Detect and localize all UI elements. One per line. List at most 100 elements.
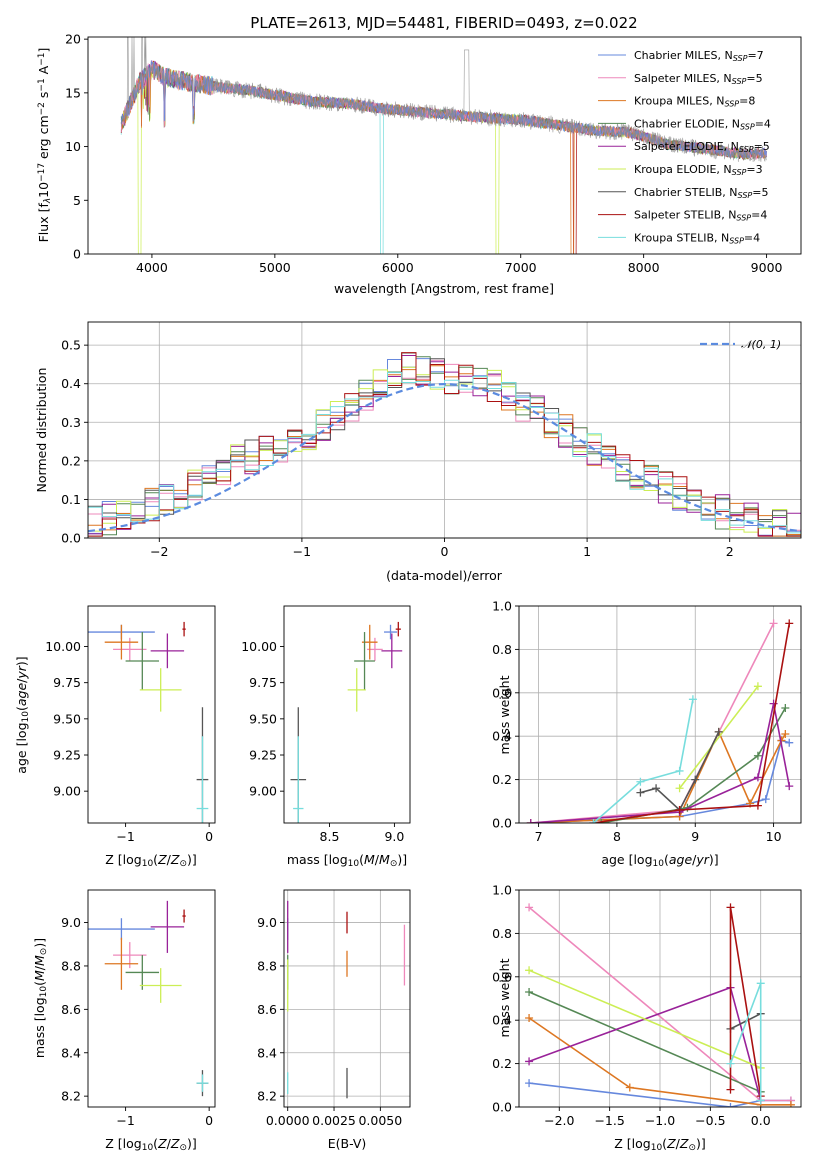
x-tick-label: 0: [205, 829, 213, 844]
legend-n: =4: [751, 209, 767, 222]
x-tick-label: 0.0000: [266, 1113, 310, 1128]
series-marker: [726, 1085, 735, 1094]
label-part: )]: [14, 656, 29, 666]
y-tick-label: 9.50: [249, 711, 277, 726]
x-tick-label: 7: [535, 829, 543, 844]
legend-name: Chabrier ELODIE, N: [634, 117, 740, 130]
label-part: Z: [157, 852, 167, 867]
axes-frame: [87, 36, 802, 255]
label-part: λ: [43, 198, 53, 204]
x-tick-label: 7000: [505, 260, 537, 275]
series-marker: [525, 903, 534, 912]
y-tick-label: 8.8: [257, 958, 277, 973]
y-tick-label: 1.0: [492, 599, 512, 614]
x-tick-label: 1: [583, 544, 591, 559]
label-part: A: [36, 65, 51, 78]
point: [88, 918, 155, 940]
label-part: age [log: [601, 852, 652, 867]
series-marker: [675, 805, 684, 814]
legend-name: Salpeter ELODIE, N: [634, 140, 739, 153]
legend-name: Kroupa ELODIE, N: [634, 163, 732, 176]
y-tick-label: 9.0: [257, 915, 277, 930]
legend-name: Kroupa MILES, N: [634, 95, 724, 108]
label-part: −17: [37, 163, 47, 182]
plot-area: [287, 900, 406, 1099]
point: [182, 909, 186, 923]
series-marker: [597, 819, 606, 823]
label-part: (: [14, 706, 29, 711]
point: [150, 900, 185, 953]
label-part: )]: [187, 1136, 197, 1151]
y-tick-label: 8.8: [61, 958, 81, 973]
x-tick-label: 0.0050: [358, 1113, 402, 1128]
label-part: mass [log: [32, 997, 47, 1058]
y-tick-label: 8.4: [61, 1045, 81, 1060]
y-tick-label: 15: [65, 85, 81, 100]
legend-sub: SSP: [724, 100, 739, 109]
y-axis-label: mass weight: [497, 675, 512, 754]
label-part: ⊙: [179, 1143, 187, 1153]
point: [104, 937, 139, 990]
label-part: 10: [21, 711, 31, 723]
label-part: (: [153, 1136, 158, 1151]
series-marker: [781, 730, 790, 739]
legend-n: =5: [746, 72, 762, 85]
legend-sub: SSP: [740, 122, 755, 131]
axes-frame: [87, 321, 802, 539]
label-part: Z: [170, 1136, 180, 1151]
legend-sub: SSP: [738, 191, 753, 200]
x-tick-label: −2: [150, 544, 168, 559]
plot-area: [88, 900, 209, 1097]
x-axis-label: mass [log10(M/M⊙)]: [287, 852, 407, 869]
legend-name: Chabrier STELIB, N: [634, 186, 738, 199]
label-part: ⊙: [688, 1143, 696, 1153]
point: [125, 632, 160, 690]
label-part: /: [167, 852, 172, 867]
legend-label: Salpeter STELIB, NSSP=4: [634, 209, 767, 223]
label-part: )]: [32, 938, 47, 948]
x-tick-label: 0: [205, 1113, 213, 1128]
point: [347, 668, 366, 712]
series-marker: [785, 738, 794, 747]
label-part: 10: [142, 859, 154, 869]
legend-label: Chabrier ELODIE, NSSP=4: [634, 117, 771, 131]
legend-name: Salpeter STELIB, N: [634, 209, 736, 222]
label-part: yr: [695, 852, 709, 867]
legend-label: Kroupa STELIB, NSSP=4: [634, 231, 760, 245]
x-axis-label: Z [log10(Z/Z⊙)]: [105, 1136, 197, 1153]
axes-frame: [283, 889, 411, 1108]
series-marker: [786, 1100, 795, 1107]
point: [196, 736, 209, 823]
series-marker: [761, 795, 770, 804]
y-tick-label: 9.00: [249, 784, 277, 799]
series-marker: [726, 903, 735, 912]
y-tick-label: 0.8: [492, 926, 512, 941]
x-tick-label: −2.0: [544, 1113, 574, 1128]
label-part: M: [32, 970, 47, 981]
y-tick-label: 10.00: [241, 639, 277, 654]
x-axis-label: Z [log10(Z/Z⊙)]: [105, 852, 197, 869]
label-part: age [log: [14, 722, 29, 773]
x-axis-label: E(B-V): [328, 1136, 367, 1151]
point: [196, 1074, 209, 1092]
legend-n: =5: [754, 140, 770, 153]
series-marker: [525, 987, 534, 996]
series-marker: [526, 819, 535, 823]
point: [381, 633, 403, 669]
plot-area: [525, 903, 795, 1107]
x-tick-label: 4000: [136, 260, 168, 275]
point: [293, 736, 304, 823]
label-part: age: [669, 852, 693, 867]
axes-frame: [518, 889, 802, 1108]
y-tick-label: 9.00: [53, 784, 81, 799]
label-part: 10: [36, 182, 51, 198]
label-part: 10: [348, 859, 360, 869]
legend-label: Kroupa MILES, NSSP=8: [634, 95, 755, 109]
point: [104, 624, 139, 660]
y-tick-label: 0.4: [492, 1013, 512, 1028]
x-tick-label: 0.0: [751, 1113, 771, 1128]
point: [354, 632, 375, 690]
series-marker: [785, 782, 794, 791]
y-axis-label: age [log10(age/yr)]: [14, 656, 31, 773]
series-line: [530, 739, 790, 823]
